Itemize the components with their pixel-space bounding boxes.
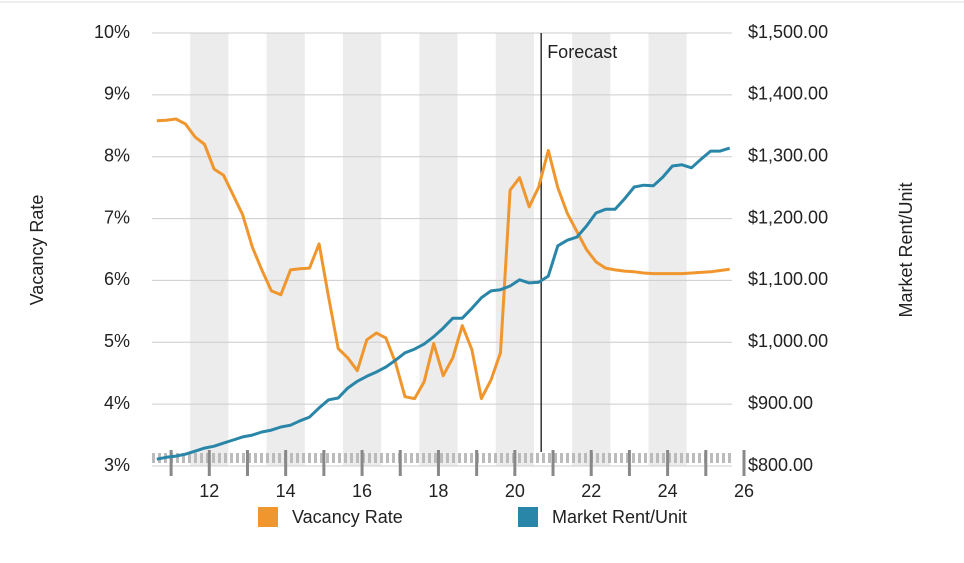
year-band — [648, 33, 687, 466]
x-tick-label: 14 — [276, 481, 296, 501]
y2-tick-label: $900.00 — [748, 393, 813, 413]
legend-swatch — [518, 507, 538, 527]
year-band — [419, 33, 458, 466]
y-tick-label: 9% — [104, 84, 130, 104]
year-band — [495, 33, 534, 466]
y2-tick-label: $1,000.00 — [748, 331, 828, 351]
y-tick-label: 5% — [104, 331, 130, 351]
x-tick-label: 18 — [428, 481, 448, 501]
year-band — [266, 33, 305, 466]
legend-label: Market Rent/Unit — [552, 507, 687, 527]
year-band — [342, 33, 382, 466]
y-tick-label: 6% — [104, 269, 130, 289]
x-tick-label: 22 — [581, 481, 601, 501]
y-tick-label: 7% — [104, 207, 130, 227]
y-tick-label: 8% — [104, 145, 130, 165]
x-tick-label: 20 — [505, 481, 525, 501]
legend-swatch — [258, 507, 278, 527]
y2-axis-label: Market Rent/Unit — [896, 182, 916, 317]
x-tick-label: 16 — [352, 481, 372, 501]
y2-tick-label: $1,200.00 — [748, 207, 828, 227]
forecast-label: Forecast — [547, 42, 617, 62]
y2-tick-label: $800.00 — [748, 455, 813, 475]
y2-tick-label: $1,400.00 — [748, 84, 828, 104]
y2-tick-label: $1,100.00 — [748, 269, 828, 289]
x-tick-label: 24 — [658, 481, 678, 501]
y2-tick-label: $1,500.00 — [748, 22, 828, 42]
x-tick-label: 26 — [734, 481, 754, 501]
y-tick-label: 10% — [94, 22, 130, 42]
line-series — [156, 117, 730, 401]
line-series — [156, 146, 731, 461]
y-tick-label: 3% — [104, 455, 130, 475]
y-axis-label: Vacancy Rate — [27, 195, 47, 306]
year-band — [190, 33, 229, 466]
x-tick-label: 12 — [199, 481, 219, 501]
legend-label: Vacancy Rate — [292, 507, 403, 527]
y-tick-label: 4% — [104, 393, 130, 413]
year-band — [572, 33, 611, 466]
y2-tick-label: $1,300.00 — [748, 145, 828, 165]
